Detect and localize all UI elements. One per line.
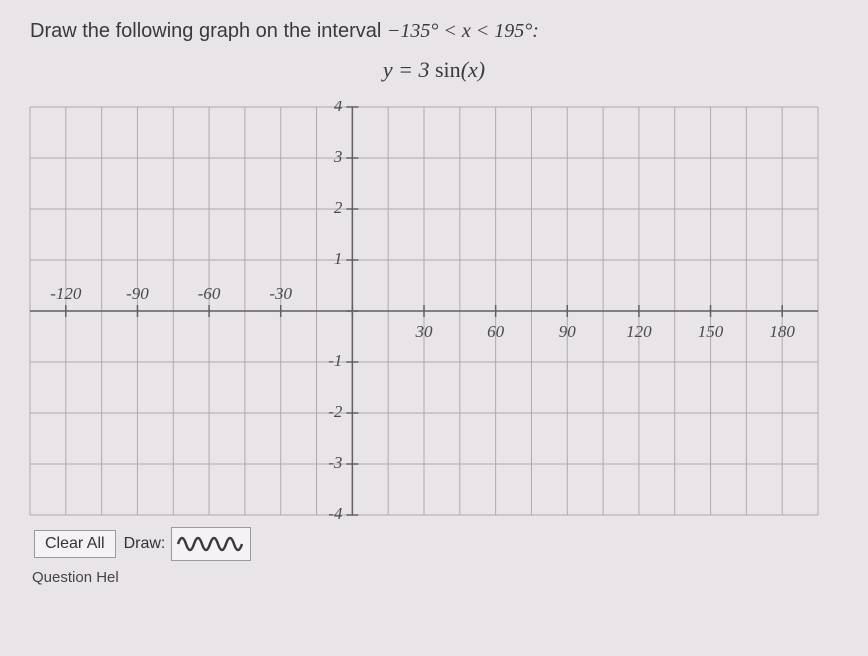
prompt-lead: Draw the following graph on the interval xyxy=(30,20,387,42)
svg-text:180: 180 xyxy=(769,322,795,341)
clear-all-button[interactable]: Clear All xyxy=(34,530,116,558)
svg-text:30: 30 xyxy=(415,322,434,341)
equation: y = 3 sin(x) xyxy=(30,57,838,83)
draw-wave-tool[interactable] xyxy=(171,527,251,561)
svg-text:-120: -120 xyxy=(50,284,82,303)
svg-text:120: 120 xyxy=(626,322,652,341)
wave-icon xyxy=(176,530,246,558)
graph-grid[interactable]: -120 -90 -60 -30 30 60 90 120 150 180 4 3 2 1 -1 -2 -3 -4 xyxy=(20,101,828,521)
svg-text:3: 3 xyxy=(333,147,343,166)
prompt-inequality: −135° < x < 195°: xyxy=(387,20,539,42)
question-prompt: Draw the following graph on the interval… xyxy=(30,20,838,43)
svg-text:-90: -90 xyxy=(126,284,149,303)
svg-text:-4: -4 xyxy=(328,504,343,521)
svg-text:4: 4 xyxy=(334,101,343,115)
svg-text:-30: -30 xyxy=(269,284,292,303)
svg-text:-2: -2 xyxy=(328,402,343,421)
svg-text:-3: -3 xyxy=(328,453,342,472)
cutoff-text: Question Hel xyxy=(32,569,838,586)
draw-controls: Clear All Draw: xyxy=(34,527,838,561)
draw-label: Draw: xyxy=(124,535,166,553)
svg-text:90: 90 xyxy=(559,322,577,341)
svg-text:-60: -60 xyxy=(198,284,221,303)
svg-text:-1: -1 xyxy=(328,351,342,370)
svg-text:60: 60 xyxy=(487,322,505,341)
svg-text:150: 150 xyxy=(698,322,724,341)
svg-text:2: 2 xyxy=(334,198,343,217)
svg-text:1: 1 xyxy=(334,249,343,268)
